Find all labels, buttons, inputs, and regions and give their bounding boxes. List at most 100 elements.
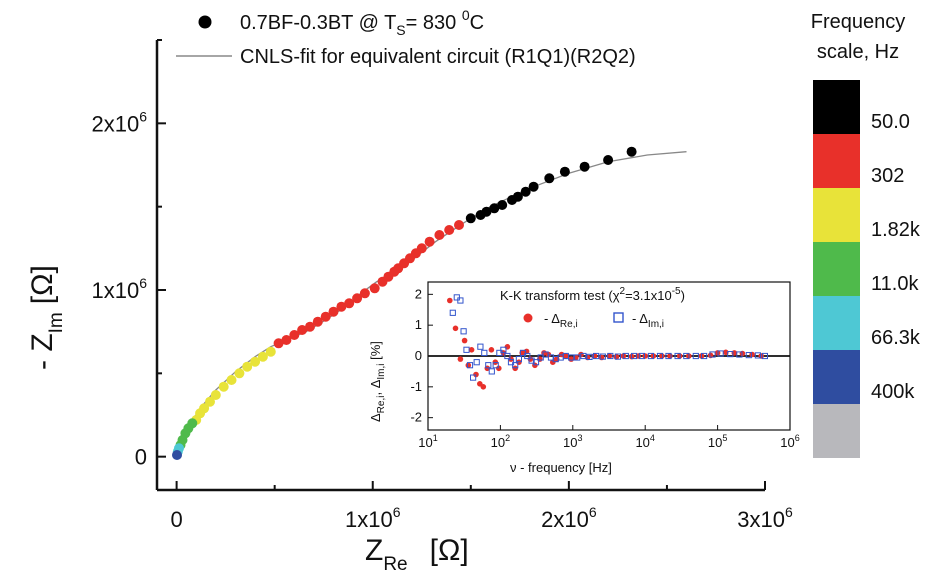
data-point xyxy=(273,338,284,349)
data-point xyxy=(544,173,555,184)
data-point xyxy=(434,230,445,240)
inset-y-tick-label: -1 xyxy=(410,379,422,394)
inset-re-point xyxy=(749,351,755,358)
frequency-block xyxy=(813,350,860,404)
inset-re-point xyxy=(563,353,569,359)
inset-title: K-K transform test (χ2=3.1x10-5) xyxy=(500,286,685,303)
frequency-scale: Frequency scale, Hz 50.0 302 1.82k 11.0k 66.… xyxy=(811,11,921,458)
inset-im-point xyxy=(515,356,522,363)
inset-x-tick-label: 105 xyxy=(708,433,727,450)
inset-legend-re: - ΔRe,i xyxy=(544,311,578,330)
frequency-block xyxy=(813,134,860,188)
inset-re-point xyxy=(452,325,459,332)
data-point xyxy=(281,335,292,345)
main-ticks: 0 1x106 2x106 3x106 0 1x106 2x106 xyxy=(91,39,793,532)
frequency-block xyxy=(813,404,860,458)
data-point xyxy=(210,390,221,400)
x-tick-label: 2x106 xyxy=(541,504,597,532)
inset-re-point xyxy=(447,297,453,304)
frequency-block xyxy=(813,80,860,134)
legend-data-label: 0.7BF-0.3BT @ TS= 830 0C xyxy=(240,7,484,38)
inset-im-point xyxy=(477,343,484,350)
inset-re-point xyxy=(488,347,495,353)
inset-re-point xyxy=(457,356,464,362)
inset-im-point xyxy=(460,328,467,335)
inset-im-point xyxy=(665,352,672,360)
data-point xyxy=(328,306,339,317)
inset-re-point xyxy=(659,353,665,359)
inset-im-point xyxy=(709,351,716,358)
inset-im-point xyxy=(586,353,593,360)
inset-y-tick-label: 2 xyxy=(415,286,422,301)
data-point xyxy=(297,325,308,335)
inset-im-point xyxy=(574,354,581,361)
inset-im-point xyxy=(519,349,527,356)
data-point xyxy=(559,166,570,177)
data-point xyxy=(172,450,182,460)
inset-im-point xyxy=(630,352,638,360)
data-point xyxy=(257,351,268,362)
data-point xyxy=(489,203,500,214)
inset-im-point xyxy=(463,346,470,353)
x-tick-label: 0 xyxy=(170,507,182,532)
inset-im-point xyxy=(717,350,724,357)
main-data-points xyxy=(172,146,637,460)
data-point xyxy=(465,213,476,224)
inset-im-point xyxy=(481,349,488,356)
data-point xyxy=(497,200,508,210)
fit-curve-line xyxy=(175,151,687,457)
inset-re-point xyxy=(465,362,472,369)
inset-im-point xyxy=(528,357,535,364)
inset-re-point xyxy=(527,356,534,362)
inset-x-tick-label: 103 xyxy=(563,433,582,450)
inset-re-point xyxy=(591,353,598,359)
inset-im-point xyxy=(599,353,606,360)
x-axis-title: ZRe [Ω] xyxy=(365,534,469,575)
inset-im-point xyxy=(568,354,575,361)
inset-x-tick-label: 101 xyxy=(418,433,437,450)
inset-im-point xyxy=(470,374,477,381)
inset-im-point xyxy=(593,352,600,360)
data-point xyxy=(312,316,323,327)
data-point xyxy=(218,381,229,392)
data-point xyxy=(250,356,261,367)
inset-im-point xyxy=(638,352,645,360)
y-axis-title: - ZIm[Ω] xyxy=(26,265,67,370)
data-point xyxy=(352,293,363,304)
inset-im-point xyxy=(532,359,540,366)
data-point xyxy=(242,361,253,372)
inset-im-point xyxy=(754,352,761,359)
inset-x-tick-label: 102 xyxy=(491,433,510,450)
inset-im-point xyxy=(580,352,587,360)
data-point xyxy=(344,298,355,309)
data-point xyxy=(507,195,517,205)
inset-im-point xyxy=(524,352,531,360)
inset-im-point xyxy=(683,352,690,360)
data-point xyxy=(528,181,539,192)
data-point xyxy=(475,210,486,220)
frequency-scale-title: Frequency xyxy=(811,11,906,33)
data-point xyxy=(289,330,300,340)
frequency-color-blocks xyxy=(813,80,860,458)
data-point xyxy=(579,161,590,172)
data-point xyxy=(234,368,245,379)
inset-data-points xyxy=(447,294,768,390)
inset-im-point xyxy=(745,352,752,359)
frequency-label: 302 xyxy=(871,165,904,187)
inset-im-point xyxy=(492,362,499,369)
data-point xyxy=(520,186,531,197)
legend: 0.7BF-0.3BT @ TS= 830 0C CNLS-fit for eq… xyxy=(176,7,636,68)
inset-im-point xyxy=(727,351,734,358)
legend-fit-label: CNLS-fit for equivalent circuit (R1Q1)(R… xyxy=(240,46,636,68)
inset-re-point xyxy=(723,349,729,356)
inset-im-point xyxy=(466,362,474,369)
legend-data-marker xyxy=(198,15,212,29)
frequency-label: 11.0k xyxy=(871,273,919,295)
inset-im-point xyxy=(761,352,768,360)
x-tick-label: 3x106 xyxy=(737,504,793,532)
inset-x-title: ν - frequency [Hz] xyxy=(510,460,612,475)
inset-im-point xyxy=(504,352,511,360)
data-point xyxy=(359,288,370,299)
data-point xyxy=(454,220,464,230)
inset-legend-im: - ΔIm,i xyxy=(632,311,664,330)
